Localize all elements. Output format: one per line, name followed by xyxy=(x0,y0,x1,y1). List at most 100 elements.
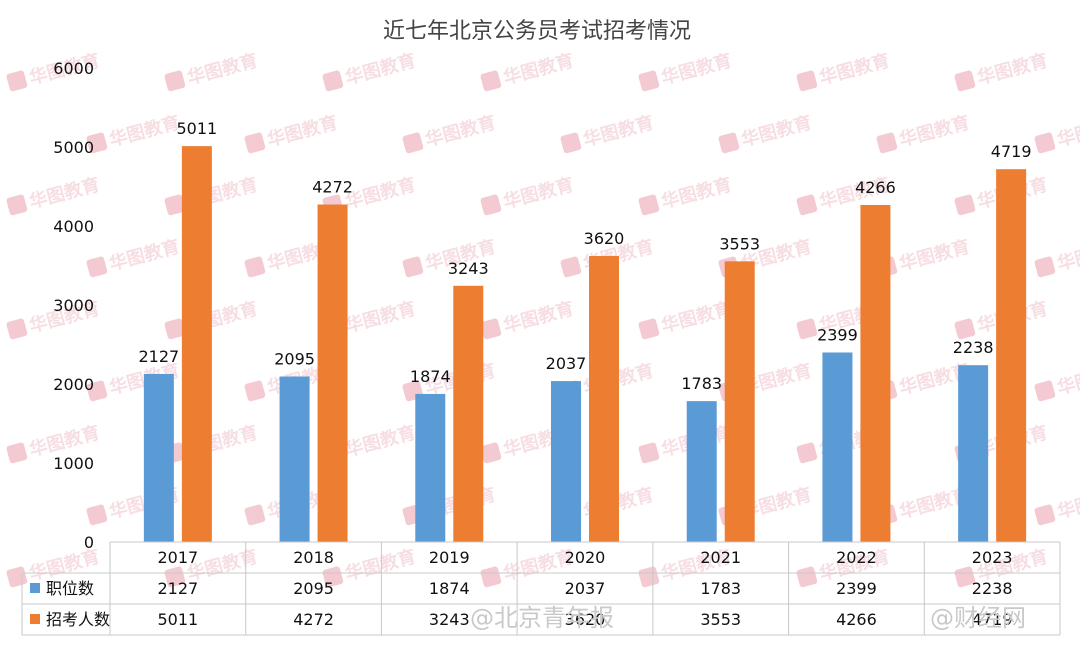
table-cell: 4266 xyxy=(836,610,877,629)
watermark-logo: 华图教育 xyxy=(480,545,576,588)
data-table: 2017 2018 2019 2020 2021 2022 2023 职位数 2127 2095 1… xyxy=(21,541,1061,636)
table-cell: 1783 xyxy=(700,579,741,598)
watermark-logo: 华图教育 xyxy=(796,49,892,92)
watermark-brand: 华图教育 xyxy=(501,297,576,337)
watermark-brand: 华图教育 xyxy=(1055,359,1080,399)
data-label: 2238 xyxy=(953,338,994,357)
legend-swatch xyxy=(30,583,40,593)
bar-applicants xyxy=(996,169,1027,542)
bar-positions xyxy=(415,393,446,542)
watermark-logo: 华图教育 xyxy=(1034,235,1080,278)
watermark-brand: 华图教育 xyxy=(659,49,734,89)
data-label: 3620 xyxy=(584,229,625,248)
x-tick-label: 2023 xyxy=(972,548,1013,567)
watermark-logo: 华图教育 xyxy=(86,235,182,278)
watermark-logo: 华图教育 xyxy=(480,297,576,340)
table-cell: 2095 xyxy=(293,579,334,598)
watermark-brand: 华图教育 xyxy=(343,49,418,89)
bar-positions xyxy=(143,373,174,542)
watermark-brand: 华图教育 xyxy=(27,173,102,213)
watermark-logo: 华图教育 xyxy=(718,111,814,154)
data-label: 1874 xyxy=(410,367,451,386)
bar-positions xyxy=(551,381,581,542)
watermark-brand: 华图教育 xyxy=(817,49,892,89)
bar-applicants xyxy=(589,256,619,542)
watermark-brand: 华图教育 xyxy=(343,173,418,213)
table-cell: 2238 xyxy=(972,579,1013,598)
watermark-brand: 华图教育 xyxy=(975,49,1050,89)
watermark-brand: 华图教育 xyxy=(897,235,972,275)
data-label: 2037 xyxy=(546,354,587,373)
watermark-logo: 华图教育 xyxy=(86,111,182,154)
x-tick-label: 2020 xyxy=(565,548,606,567)
data-label: 2095 xyxy=(274,349,315,368)
watermark-logo: 华图教育 xyxy=(244,111,340,154)
y-tick-label: 6000 xyxy=(53,59,94,78)
table-cell: 4272 xyxy=(293,610,334,629)
watermark-brand: 华图教育 xyxy=(343,297,418,337)
bar-positions xyxy=(279,376,310,542)
y-tick-label: 5000 xyxy=(53,138,94,157)
table-cell: 2127 xyxy=(157,579,198,598)
watermark-brand: 华图教育 xyxy=(659,173,734,213)
legend-label: 职位数 xyxy=(46,579,94,598)
watermark-logo: 华图教育 xyxy=(402,111,498,154)
x-tick-label: 2019 xyxy=(429,548,470,567)
bar-positions xyxy=(958,365,989,542)
watermark-logo: 华图教育 xyxy=(560,111,656,154)
watermark-logo: 华图教育 xyxy=(1034,111,1080,154)
data-labels: 2127 5011 2095 4272 1874 3243 2037 3620 1783 3553… xyxy=(138,119,1031,393)
watermark-logo: 华图教育 xyxy=(1034,483,1080,526)
data-label: 4266 xyxy=(855,178,896,197)
watermark-logo: 华图教育 xyxy=(480,49,576,92)
watermark-brand: 华图教育 xyxy=(107,111,182,151)
watermark-logo: 华图教育 xyxy=(1034,359,1080,402)
watermark-brand: 华图教育 xyxy=(897,111,972,151)
y-tick-label: 4000 xyxy=(53,217,94,236)
bar-positions xyxy=(822,352,853,542)
data-label: 4719 xyxy=(991,142,1032,161)
watermark-brand: 华图教育 xyxy=(739,111,814,151)
watermark-logo: 华图教育 xyxy=(638,421,734,464)
watermark-brand: 华图教育 xyxy=(659,297,734,337)
table-cell: 2037 xyxy=(565,579,606,598)
watermark-brand: 华图教育 xyxy=(343,421,418,461)
table-cell: 3620 xyxy=(565,610,606,629)
watermark-brand: 华图教育 xyxy=(581,111,656,151)
watermark-brand: 华图教育 xyxy=(107,235,182,275)
y-axis: 0 1000 2000 3000 4000 5000 6000 xyxy=(53,59,94,552)
watermark-brand: 华图教育 xyxy=(1055,111,1080,151)
chart-title: 近七年北京公务员考试招考情况 xyxy=(383,19,691,44)
watermark-brand: 华图教育 xyxy=(1055,235,1080,275)
watermark-brand: 华图教育 xyxy=(501,49,576,89)
table-cell: 3553 xyxy=(700,610,741,629)
watermark-brand: 华图教育 xyxy=(185,49,260,89)
credit-watermark-2: @财经网 xyxy=(930,604,1026,632)
x-tick-label: 2021 xyxy=(700,548,741,567)
x-tick-label: 2017 xyxy=(157,548,198,567)
watermark-logo: 华图教育 xyxy=(164,49,260,92)
bar-applicants xyxy=(860,204,891,542)
data-label: 3243 xyxy=(448,259,489,278)
bar-applicants xyxy=(453,285,484,542)
watermark-logo: 华图教育 xyxy=(638,49,734,92)
y-tick-label: 2000 xyxy=(53,375,94,394)
y-tick-label: 3000 xyxy=(53,296,94,315)
data-label: 5011 xyxy=(176,119,217,138)
credit-watermark-1: @北京青年报 xyxy=(470,604,614,632)
watermark-logo: 华图教育 xyxy=(6,173,102,216)
watermark-logo: 华图教育 xyxy=(638,297,734,340)
watermark-logo: 华图教育 xyxy=(322,49,418,92)
data-label: 3553 xyxy=(719,234,760,253)
watermark-brand: 华图教育 xyxy=(501,173,576,213)
watermark-brand: 华图教育 xyxy=(1055,483,1080,523)
y-tick-label: 0 xyxy=(84,533,94,552)
bar-applicants xyxy=(317,204,348,542)
watermark-logo: 华图教育 xyxy=(480,173,576,216)
table-cell: 2399 xyxy=(836,579,877,598)
table-cell: 4719 xyxy=(972,610,1013,629)
table-cell: 1874 xyxy=(429,579,470,598)
legend-swatch xyxy=(30,614,40,624)
